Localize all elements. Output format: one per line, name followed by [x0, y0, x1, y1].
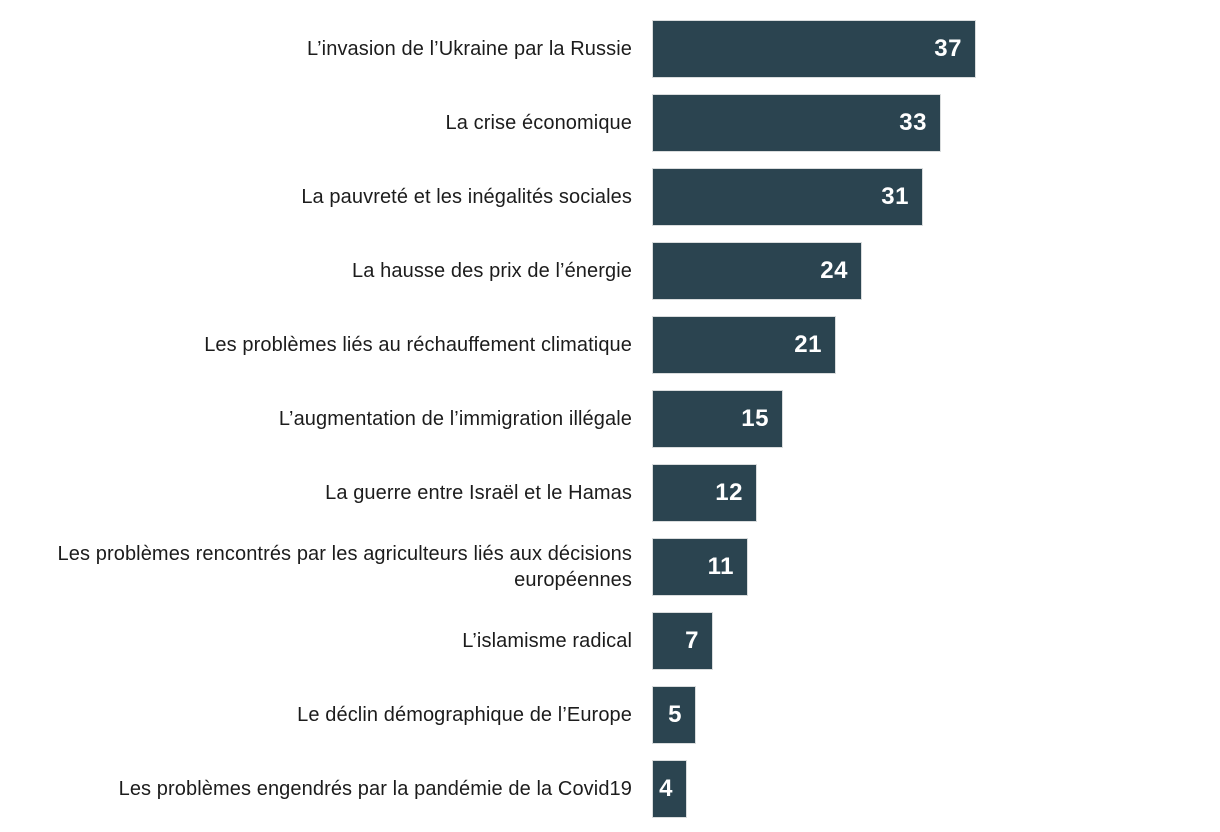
- value-label: 21: [794, 331, 822, 358]
- category-label: Les problèmes liés au réchauffement clim…: [204, 333, 632, 356]
- value-label: 12: [715, 479, 743, 506]
- category-label: Les problèmes engendrés par la pandémie …: [118, 777, 632, 800]
- bar: 4: [652, 760, 687, 818]
- bar-area: 31: [652, 160, 1220, 234]
- category-label: L’islamisme radical: [462, 629, 632, 652]
- chart-row: La crise économique 33: [0, 86, 1220, 160]
- value-label: 24: [820, 257, 848, 284]
- value-label: 11: [707, 553, 734, 580]
- category-label: L’augmentation de l’immigration illégale: [278, 407, 632, 430]
- value-label: 7: [685, 627, 699, 654]
- bar-area: 21: [652, 308, 1220, 382]
- bar: 24: [652, 242, 862, 300]
- value-label: 33: [899, 109, 927, 136]
- bar-area: 4: [652, 752, 1220, 826]
- chart-row: L’augmentation de l’immigration illégale…: [0, 382, 1220, 456]
- bar-area: 5: [652, 678, 1220, 752]
- bar-area: 12: [652, 456, 1220, 530]
- chart-row: La hausse des prix de l’énergie 24: [0, 234, 1220, 308]
- bar-area: 15: [652, 382, 1220, 456]
- bar-area: 7: [652, 604, 1220, 678]
- bar: 15: [652, 390, 783, 448]
- chart-row: Les problèmes liés au réchauffement clim…: [0, 308, 1220, 382]
- chart-row: La guerre entre Israël et le Hamas 12: [0, 456, 1220, 530]
- category-label: L’invasion de l’Ukraine par la Russie: [307, 37, 632, 60]
- chart-row: La pauvreté et les inégalités sociales 3…: [0, 160, 1220, 234]
- category-label: La pauvreté et les inégalités sociales: [301, 185, 632, 208]
- chart-row: Le déclin démographique de l’Europe 5: [0, 678, 1220, 752]
- category-label: Les problèmes rencontrés par les agricul…: [57, 542, 632, 591]
- bar-area: 33: [652, 86, 1220, 160]
- value-label: 15: [741, 405, 769, 432]
- bar-area: 24: [652, 234, 1220, 308]
- value-label: 5: [668, 701, 682, 728]
- chart-row: L’invasion de l’Ukraine par la Russie 37: [0, 12, 1220, 86]
- bar-chart-rows: L’invasion de l’Ukraine par la Russie 37…: [0, 12, 1220, 826]
- chart-row: Les problèmes engendrés par la pandémie …: [0, 752, 1220, 826]
- bar: 12: [652, 464, 757, 522]
- category-label: La hausse des prix de l’énergie: [352, 259, 632, 282]
- category-label: La crise économique: [445, 111, 632, 134]
- bar: 37: [652, 20, 976, 78]
- bar: 5: [652, 686, 696, 744]
- value-label: 31: [881, 183, 909, 210]
- bar-area: 11: [652, 530, 1220, 604]
- chart-row: Les problèmes rencontrés par les agricul…: [0, 530, 1220, 604]
- bar: 21: [652, 316, 836, 374]
- bar: 11: [652, 538, 748, 596]
- category-label: Le déclin démographique de l’Europe: [297, 703, 632, 726]
- chart-row: L’islamisme radical 7: [0, 604, 1220, 678]
- bar-area: 37: [652, 12, 1220, 86]
- bar: 31: [652, 168, 923, 226]
- bar: 33: [652, 94, 941, 152]
- bar: 7: [652, 612, 713, 670]
- value-label: 4: [659, 775, 673, 802]
- value-label: 37: [934, 35, 962, 62]
- category-label: La guerre entre Israël et le Hamas: [325, 481, 632, 504]
